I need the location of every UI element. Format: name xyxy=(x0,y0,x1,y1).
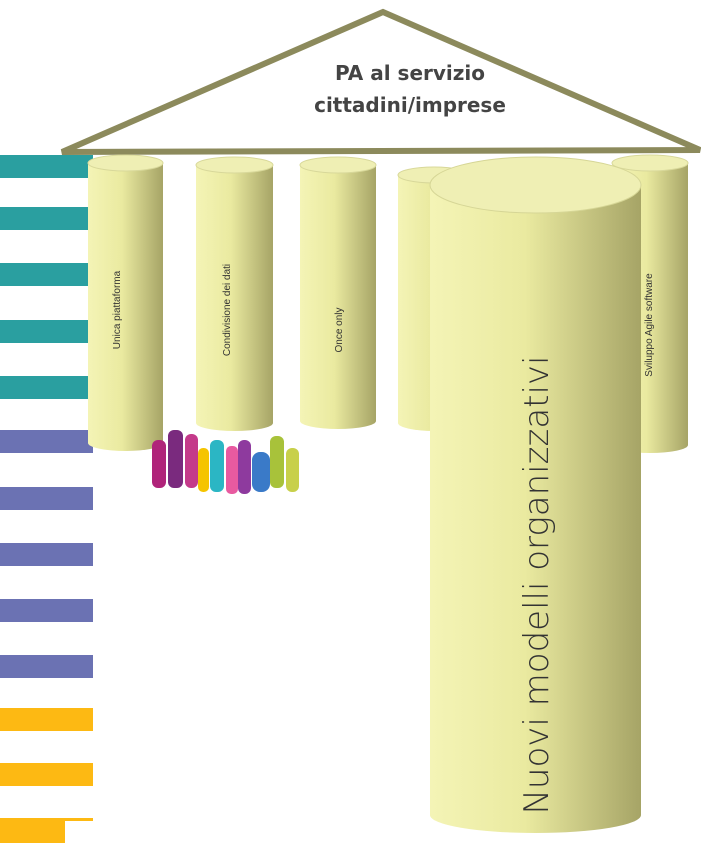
pillar: Condivisione dei dati xyxy=(196,157,273,431)
stripe xyxy=(0,708,93,731)
roof-title: PA al servizio xyxy=(335,61,485,85)
main-pillar: Nuovi modelli organizzativi xyxy=(430,157,641,833)
stripe xyxy=(0,430,93,453)
pillar-label: Condivisione dei dati xyxy=(222,264,233,356)
diagram: PA al servizio cittadini/imprese Unica p… xyxy=(0,0,701,858)
stripe xyxy=(0,821,65,843)
roof-title: cittadini/imprese xyxy=(314,93,506,117)
stripe xyxy=(0,263,93,286)
stripe xyxy=(0,543,93,566)
stripes xyxy=(0,155,93,843)
pillar-label: Sviluppo Agile software xyxy=(644,273,655,377)
stripe xyxy=(0,207,93,230)
body: PA al servizio cittadini/imprese Unica p… xyxy=(0,0,701,858)
stripe xyxy=(0,487,93,510)
pillar-label: Unica piattaforma xyxy=(112,270,123,349)
pillar: Once only xyxy=(300,157,376,429)
stripe xyxy=(0,763,93,786)
stripe xyxy=(0,155,93,178)
page: PA al servizio cittadini/imprese {"roof"… xyxy=(0,0,701,858)
stripe xyxy=(0,599,93,622)
stripe xyxy=(0,320,93,343)
main-pillar-label: Nuovi modelli organizzativi xyxy=(517,355,557,814)
stripe xyxy=(0,818,93,821)
stripe xyxy=(0,376,93,399)
people-illustration xyxy=(152,430,299,494)
pillar-label: Once only xyxy=(334,307,345,352)
pillar: Unica piattaforma xyxy=(88,155,163,451)
stripe xyxy=(0,655,93,678)
